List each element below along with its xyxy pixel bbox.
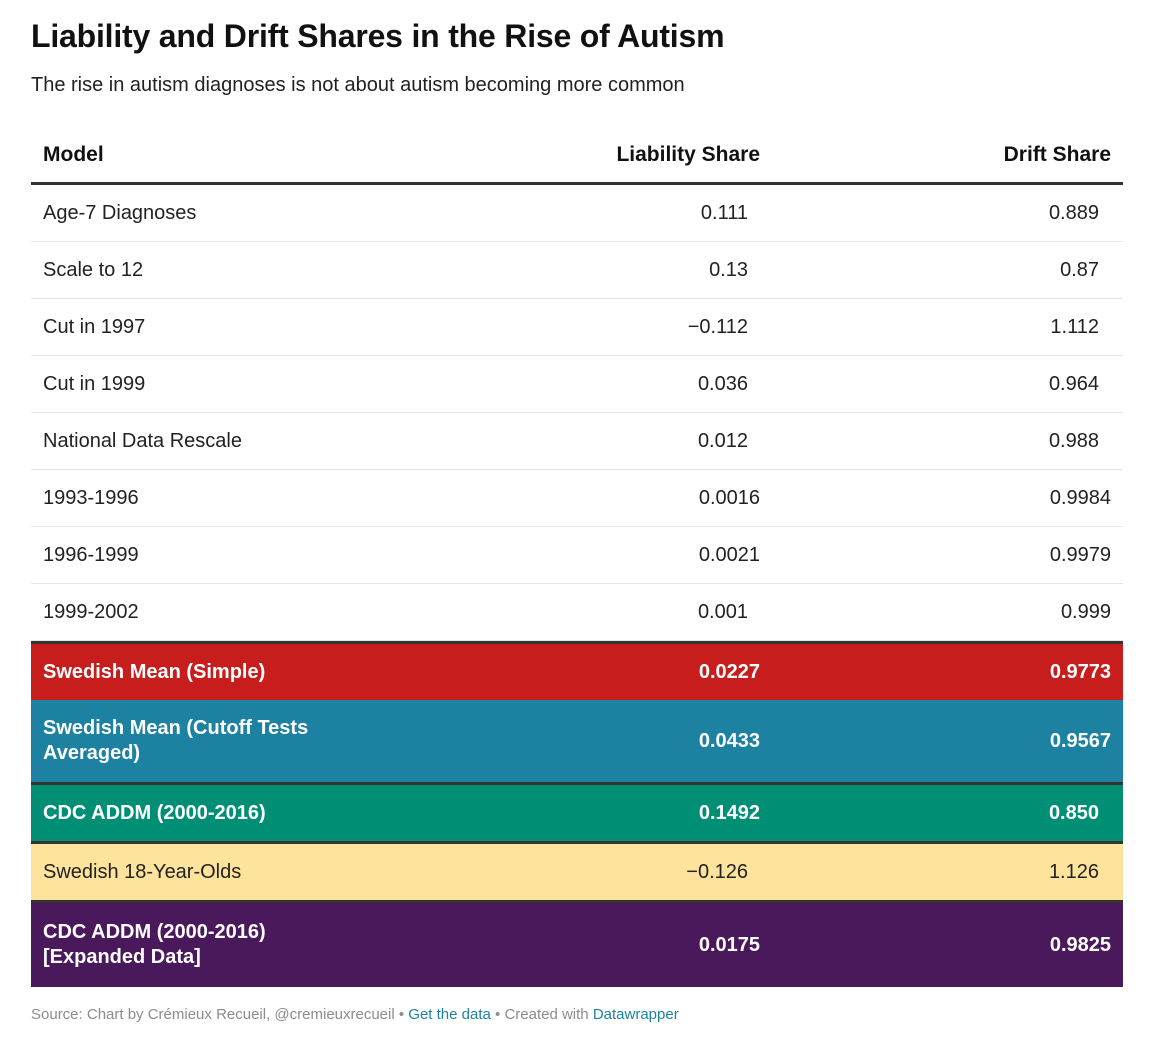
cell-drift-share: 0.850	[1048, 801, 1099, 824]
get-data-link[interactable]: Get the data	[408, 1006, 491, 1023]
cell-model: 1996-1999	[43, 543, 139, 566]
cell-drift-share: 0.87	[1060, 258, 1099, 281]
source-note: Source: Chart by Crémieux Recueil, @crem…	[31, 1006, 395, 1023]
cell-liability-share: −0.126	[686, 860, 748, 883]
cell-drift-share: 1.112	[1050, 315, 1099, 338]
cell-model: 1999-2002	[43, 600, 139, 623]
cell-liability-share: 0.0433	[698, 729, 760, 752]
table-row: National Data Rescale 0.012 0.988	[31, 413, 1123, 470]
cell-liability-share: 0.0175	[698, 933, 760, 956]
table-row: 1993-1996 0.0016 0.9984	[31, 470, 1123, 527]
cell-model: CDC ADDM (2000-2016) [Expanded Data]	[43, 921, 266, 968]
table-row: CDC ADDM (2000-2016) [Expanded Data] 0.01…	[31, 900, 1123, 987]
cell-model: Swedish Mean (Cutoff Tests Averaged)	[43, 717, 309, 764]
cell-liability-share: 0.111	[700, 201, 748, 224]
cell-model: Scale to 12	[43, 258, 144, 281]
table-row: 1996-1999 0.0021 0.9979	[31, 527, 1123, 584]
cell-liability-share: 0.1492	[698, 801, 760, 824]
column-header-model[interactable]: Model	[43, 143, 104, 166]
table-row: CDC ADDM (2000-2016) 0.1492 0.850	[31, 782, 1123, 841]
cell-liability-share: 0.036	[697, 372, 748, 395]
column-header-liability[interactable]: Liability Share	[616, 143, 760, 166]
cell-drift-share: 1.126	[1048, 860, 1099, 883]
table-row: Cut in 1999 0.036 0.964	[31, 356, 1123, 413]
footer: Source: Chart by Crémieux Recueil, @crem…	[31, 1006, 679, 1023]
cell-drift-share: 0.9773	[1049, 660, 1111, 683]
datawrapper-link[interactable]: Datawrapper	[592, 1006, 679, 1023]
cell-liability-share: 0.001	[697, 600, 748, 623]
table-row: Swedish Mean (Simple) 0.0227 0.9773	[31, 641, 1123, 700]
cell-drift-share: 0.9984	[1049, 486, 1111, 509]
table-header: Model Liability Share Drift Share	[31, 128, 1123, 185]
column-header-drift[interactable]: Drift Share	[1003, 143, 1111, 166]
cell-drift-share: 0.999	[1060, 600, 1111, 623]
cell-liability-share: 0.012	[697, 429, 748, 452]
cell-liability-share: 0.0021	[698, 543, 760, 566]
cell-drift-share: 0.988	[1048, 429, 1099, 452]
cell-liability-share: 0.0016	[698, 486, 760, 509]
chart-title: Liability and Drift Shares in the Rise o…	[31, 18, 725, 54]
cell-drift-share: 0.9567	[1049, 729, 1111, 752]
cell-liability-share: −0.112	[687, 315, 748, 338]
cell-drift-share: 0.9825	[1049, 933, 1111, 956]
table-body: Age-7 Diagnoses 0.111 0.889 Scale to 12 0.13…	[31, 185, 1123, 987]
table-row: Swedish Mean (Cutoff Tests Averaged) 0.04…	[31, 700, 1123, 782]
cell-model: Cut in 1999	[43, 372, 146, 395]
chart-subtitle: The rise in autism diagnoses is not abou…	[31, 74, 685, 96]
cell-model: National Data Rescale	[43, 429, 242, 452]
table-row: Swedish 18-Year-Olds −0.126 1.126	[31, 841, 1123, 900]
table-row: 1999-2002 0.001 0.999	[31, 584, 1123, 641]
data-table: Model Liability Share Drift Share Age-7 …	[31, 128, 1123, 987]
cell-model: Cut in 1997	[43, 315, 146, 338]
table-row: Cut in 1997 −0.112 1.112	[31, 299, 1123, 356]
cell-liability-share: 0.13	[709, 258, 748, 281]
cell-model: Age-7 Diagnoses	[43, 201, 197, 224]
cell-drift-share: 0.889	[1048, 201, 1099, 224]
cell-drift-share: 0.964	[1048, 372, 1099, 395]
footer-separator: • Created with	[490, 1006, 593, 1023]
cell-liability-share: 0.0227	[698, 660, 760, 683]
cell-model: 1993-1996	[43, 486, 139, 509]
cell-model: CDC ADDM (2000-2016)	[43, 801, 266, 824]
cell-drift-share: 0.9979	[1049, 543, 1111, 566]
table-row: Scale to 12 0.13 0.87	[31, 242, 1123, 299]
table-row: Age-7 Diagnoses 0.111 0.889	[31, 185, 1123, 242]
cell-model: Swedish 18-Year-Olds	[43, 860, 242, 883]
cell-model: Swedish Mean (Simple)	[43, 660, 266, 683]
footer-separator: •	[394, 1006, 409, 1023]
